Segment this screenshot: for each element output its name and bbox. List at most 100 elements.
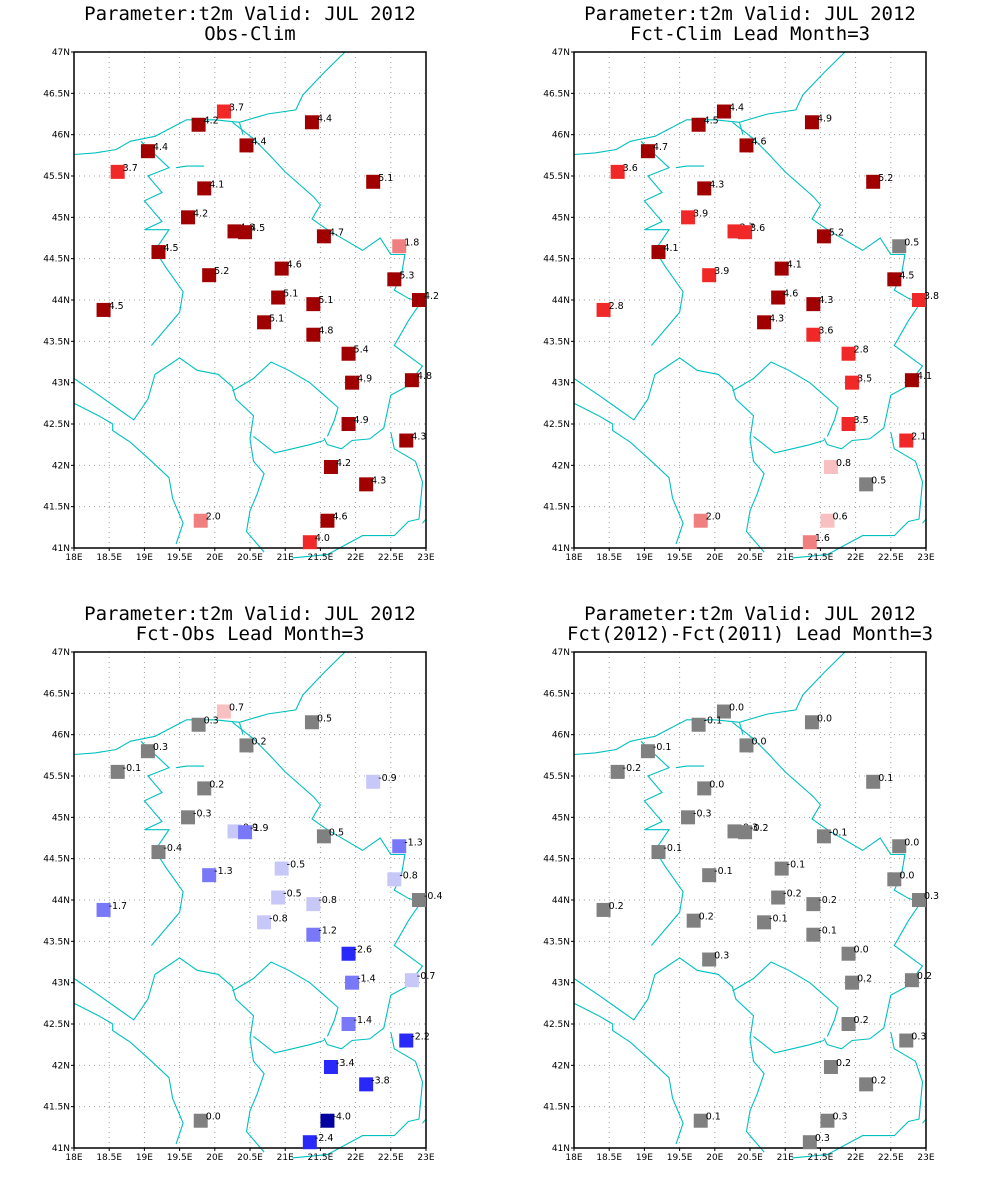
x-tick-label: 21E xyxy=(277,1153,294,1163)
border-line xyxy=(323,899,424,1050)
station-value-label: 3.7 xyxy=(229,103,244,114)
station-value-label: 4.9 xyxy=(817,113,832,124)
station-marker xyxy=(392,239,407,254)
station-marker xyxy=(640,144,655,159)
station-marker xyxy=(320,513,335,528)
border-line xyxy=(176,765,205,769)
station-marker xyxy=(820,513,835,528)
station-marker xyxy=(806,327,821,342)
station-value-label: 2.8 xyxy=(609,301,624,312)
station-marker xyxy=(392,839,407,854)
border-line xyxy=(753,1035,825,1054)
border-line xyxy=(573,51,846,156)
station-value-label: -1.2 xyxy=(318,926,337,937)
station-marker xyxy=(341,1017,356,1031)
y-tick-label: 41N xyxy=(52,1144,70,1154)
y-tick-label: 46N xyxy=(552,731,570,741)
station-marker xyxy=(686,913,701,928)
station-value-label: 4.1 xyxy=(917,371,932,382)
x-tick-label: 20.5E xyxy=(737,553,763,563)
y-tick-label: 42N xyxy=(552,461,570,471)
station-marker xyxy=(841,1017,856,1031)
x-tick-label: 21E xyxy=(277,553,294,563)
station-value-label: -0.9 xyxy=(378,773,397,784)
y-tick-label: 45N xyxy=(52,813,70,823)
station-value-label: -1.4 xyxy=(357,974,376,985)
station-marker xyxy=(911,893,926,907)
y-tick-label: 46.5N xyxy=(43,689,70,699)
station-marker xyxy=(702,868,717,883)
station-value-label: 4.0 xyxy=(315,533,330,544)
station-marker xyxy=(302,535,317,550)
station-value-label: 4.9 xyxy=(354,415,369,426)
station-value-label: 2.0 xyxy=(206,512,221,523)
station-value-label: -2.6 xyxy=(354,945,373,956)
y-tick-label: 46N xyxy=(552,131,570,141)
station-value-label: 4.2 xyxy=(424,291,439,302)
station-marker xyxy=(323,459,338,474)
station-value-label: 0.5 xyxy=(904,237,919,248)
station-value-label: 4.4 xyxy=(317,113,332,124)
station-marker xyxy=(716,704,731,719)
y-tick-label: 43N xyxy=(552,379,570,389)
border-line xyxy=(573,402,684,545)
station-value-label: 4.1 xyxy=(663,243,678,254)
y-tick-label: 41.5N xyxy=(43,1103,70,1113)
station-marker xyxy=(151,845,166,860)
station-marker xyxy=(691,117,706,132)
y-tick-label: 46.5N xyxy=(43,89,70,99)
station-marker xyxy=(110,764,125,779)
y-tick-label: 42.5N xyxy=(543,1020,570,1030)
station-marker xyxy=(823,459,838,474)
station-value-label: 0.0 xyxy=(854,945,869,956)
y-tick-label: 42N xyxy=(552,1061,570,1071)
y-tick-label: 47N xyxy=(552,48,570,58)
station-marker xyxy=(806,297,821,312)
station-value-label: 0.0 xyxy=(817,713,832,724)
station-marker xyxy=(345,975,360,990)
x-tick-label: 22E xyxy=(347,553,364,563)
station-value-label: 0.3 xyxy=(815,1133,830,1144)
y-tick-label: 42.5N xyxy=(43,420,70,430)
station-value-label: 4.2 xyxy=(336,458,351,469)
station-marker xyxy=(239,738,254,753)
station-marker xyxy=(359,1077,374,1092)
station-marker xyxy=(399,1033,414,1048)
station-value-label: 0.0 xyxy=(709,779,724,790)
border-line xyxy=(73,51,346,156)
border-lines xyxy=(573,51,927,559)
x-tick-label: 23E xyxy=(917,553,934,563)
station-value-label: 0.0 xyxy=(899,870,914,881)
station-marker xyxy=(771,890,786,905)
station-map: 41N 41.5N 42N 42.5N 43N 43.5N 44N 44.5N 45N 45.5N… xyxy=(543,648,939,1163)
station-value-label: 0.2 xyxy=(917,971,932,982)
station-marker xyxy=(596,902,611,917)
border-line xyxy=(732,361,839,437)
x-tick-label: 20.5E xyxy=(737,1153,763,1163)
station-value-label: -1.9 xyxy=(250,823,269,834)
station-value-label: 4.6 xyxy=(783,289,798,300)
station-marker xyxy=(693,513,708,528)
station-value-label: 4.4 xyxy=(251,136,266,147)
station-value-label: -0.2 xyxy=(623,763,642,774)
x-tick-label: 18E xyxy=(565,1153,582,1163)
station-value-label: -1.3 xyxy=(214,866,233,877)
station-marker xyxy=(96,902,111,917)
x-tick-label: 21.5E xyxy=(808,1153,834,1163)
x-tick-label: 23E xyxy=(917,1153,934,1163)
x-tick-label: 19E xyxy=(636,1153,653,1163)
x-tick-label: 22.5E xyxy=(878,1153,904,1163)
grid-lines xyxy=(574,52,926,548)
station-value-label: 4.7 xyxy=(653,142,668,153)
station-value-label: 5.2 xyxy=(878,173,893,184)
station-value-label: -0.7 xyxy=(417,971,436,982)
border-line xyxy=(140,140,184,346)
border-line xyxy=(640,740,684,946)
y-tick-label: 47N xyxy=(52,648,70,658)
x-tick-label: 21.5E xyxy=(308,553,334,563)
x-tick-label: 18E xyxy=(565,553,582,563)
x-tick-label: 18E xyxy=(65,553,82,563)
x-tick-label: 19.5E xyxy=(667,553,693,563)
station-marker xyxy=(399,433,414,448)
station-value-label: 0.0 xyxy=(729,703,744,714)
